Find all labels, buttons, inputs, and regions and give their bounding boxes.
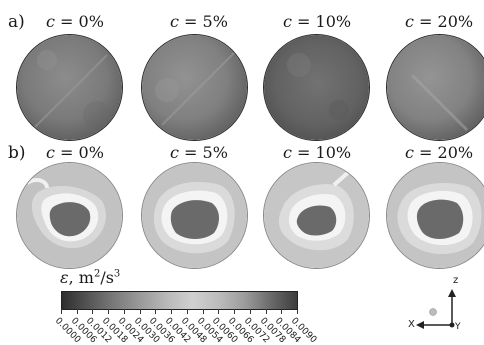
colorbar-tick (76, 309, 78, 314)
colorbar-tick (108, 309, 110, 314)
c-label-a-0: c = 0% (46, 12, 104, 31)
disc-b-3 (386, 162, 484, 269)
c-label-a-3: c = 20% (405, 12, 474, 31)
c-label-b-0: c = 0% (46, 143, 104, 162)
row-label-a: a) (8, 12, 25, 32)
c-label-a-1: c = 5% (170, 12, 228, 31)
axis-x-label: X (408, 319, 415, 330)
colorbar-tick (234, 309, 236, 314)
c-label-b-2: c = 10% (283, 143, 352, 162)
colorbar (61, 291, 298, 310)
axes-triad (416, 289, 456, 329)
c-label-b-1: c = 5% (170, 143, 228, 162)
colorbar-tick (92, 309, 94, 314)
colorbar-tick (218, 309, 220, 314)
disc-a-0-field (17, 35, 122, 140)
colorbar-tick (186, 309, 188, 314)
c-label-b-3: c = 20% (405, 143, 474, 162)
disc-b-0 (16, 162, 123, 269)
colorbar-tick (61, 309, 62, 314)
disc-b-2-field (264, 163, 369, 268)
disc-a-3-field (387, 35, 484, 140)
disc-a-1 (141, 34, 248, 141)
c-label-a-2: c = 10% (283, 12, 352, 31)
colorbar-tick (171, 309, 173, 314)
disc-b-0-field (17, 163, 122, 268)
colorbar-tick (202, 309, 204, 314)
disc-b-3-field (387, 163, 484, 268)
axis-z-label: z (453, 275, 459, 286)
disc-a-1-field (142, 35, 247, 140)
colorbar-tick (123, 309, 125, 314)
disc-b-1-field (142, 163, 247, 268)
disc-a-0 (16, 34, 123, 141)
axis-y-label: Y (455, 322, 461, 332)
colorbar-tick (249, 309, 251, 314)
disc-a-2 (263, 34, 370, 141)
disc-b-1 (141, 162, 248, 269)
row-label-b: b) (8, 143, 26, 163)
axes-indicator: z X Y (400, 265, 484, 340)
disc-a-2-field (264, 35, 369, 140)
disc-a-3 (386, 34, 484, 141)
colorbar-tick (265, 309, 267, 314)
colorbar-title: ε, m2/s3 (60, 268, 121, 287)
colorbar-tick (281, 309, 283, 314)
disc-b-2 (263, 162, 370, 269)
colorbar-tick (155, 309, 157, 314)
colorbar-tick (297, 309, 298, 314)
colorbar-tick (139, 309, 141, 314)
